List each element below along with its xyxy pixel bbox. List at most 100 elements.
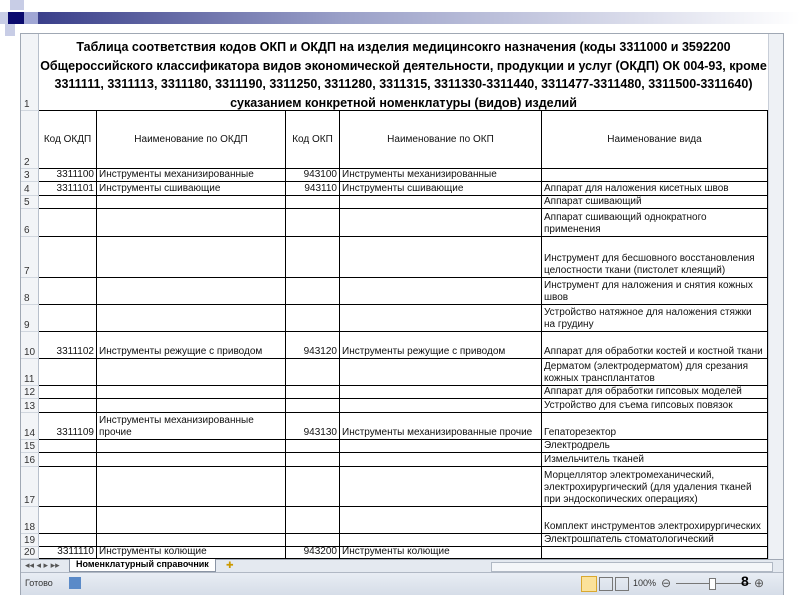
tab-nav-arrows-icon[interactable]: ◂◂ ◂ ▸ ▸▸ (25, 560, 60, 570)
zoom-in-icon[interactable]: ⊕ (754, 576, 765, 590)
row-header[interactable]: 12 (21, 386, 39, 399)
table-cell[interactable]: Инструменты механизированные (97, 169, 286, 182)
table-cell[interactable]: Измельчитель тканей (542, 453, 768, 467)
table-cell[interactable]: 943200 (286, 547, 340, 559)
row-header[interactable]: 5 (21, 196, 39, 209)
table-cell[interactable]: Аппарат для наложения кисетных швов (542, 182, 768, 196)
table-cell[interactable]: Дерматом (электродерматом) для срезания … (542, 359, 768, 386)
table-cell[interactable] (39, 507, 97, 534)
zoom-level[interactable]: 100% (633, 578, 657, 588)
table-cell[interactable] (340, 440, 542, 453)
row-header[interactable]: 16 (21, 453, 39, 467)
table-cell[interactable]: Инструменты сшивающие (97, 182, 286, 196)
table-cell[interactable] (340, 467, 542, 507)
table-cell[interactable] (286, 209, 340, 237)
normal-view-icon[interactable] (581, 576, 597, 592)
table-cell[interactable] (542, 547, 768, 559)
table-cell[interactable] (97, 305, 286, 332)
table-cell[interactable]: 943110 (286, 182, 340, 196)
table-cell[interactable] (286, 237, 340, 278)
table-cell[interactable] (286, 453, 340, 467)
table-cell[interactable] (340, 237, 542, 278)
row-header[interactable]: 11 (21, 359, 39, 386)
table-cell[interactable] (39, 278, 97, 305)
table-cell[interactable] (97, 359, 286, 386)
table-cell[interactable]: Инструменты колющие (340, 547, 542, 559)
table-cell[interactable] (286, 399, 340, 413)
table-cell[interactable] (97, 196, 286, 209)
table-cell[interactable]: 3311100 (39, 169, 97, 182)
table-cell[interactable]: Инструменты колющие (97, 547, 286, 559)
zoom-out-icon[interactable]: ⊖ (661, 576, 672, 590)
table-cell[interactable]: Электрошпатель стоматологический (542, 534, 768, 547)
page-layout-icon[interactable] (599, 577, 613, 591)
table-cell[interactable] (286, 467, 340, 507)
table-cell[interactable] (340, 305, 542, 332)
row-header[interactable]: 13 (21, 399, 39, 413)
column-header-cell[interactable]: Наименование по ОКДП (97, 111, 286, 169)
table-cell[interactable] (97, 440, 286, 453)
table-cell[interactable] (286, 386, 340, 399)
row-header[interactable]: 1 (21, 34, 39, 111)
table-cell[interactable] (542, 169, 768, 182)
row-header[interactable]: 8 (21, 278, 39, 305)
table-cell[interactable]: Инструменты механизированные прочие (97, 413, 286, 440)
row-header[interactable]: 10 (21, 332, 39, 359)
table-cell[interactable] (97, 386, 286, 399)
table-cell[interactable] (286, 278, 340, 305)
row-header[interactable]: 9 (21, 305, 39, 332)
table-cell[interactable] (286, 534, 340, 547)
table-cell[interactable]: Электродрель (542, 440, 768, 453)
table-cell[interactable]: Устройство натяжное для наложения стяжки… (542, 305, 768, 332)
vertical-scrollbar[interactable] (768, 34, 783, 559)
table-cell[interactable]: 943130 (286, 413, 340, 440)
column-header-cell[interactable]: Наименование по ОКП (340, 111, 542, 169)
spreadsheet[interactable]: 1 Таблица соответствия кодов ОКП и ОКДП … (20, 33, 784, 595)
table-cell[interactable]: Инструменты режущие с приводом (97, 332, 286, 359)
table-cell[interactable] (39, 453, 97, 467)
table-cell[interactable]: Устройство для съема гипсовых повязок (542, 399, 768, 413)
zoom-slider-thumb[interactable] (709, 578, 716, 590)
table-cell[interactable]: Инструмент для наложения и снятия кожных… (542, 278, 768, 305)
table-cell[interactable] (39, 399, 97, 413)
table-cell[interactable]: Аппарат сшивающий (542, 196, 768, 209)
table-cell[interactable] (340, 196, 542, 209)
table-cell[interactable] (340, 278, 542, 305)
macro-record-icon[interactable] (69, 577, 81, 589)
table-cell[interactable] (286, 507, 340, 534)
table-cell[interactable]: Морцеллятор электромеханический, электро… (542, 467, 768, 507)
table-cell[interactable] (97, 399, 286, 413)
table-cell[interactable]: Инструменты сшивающие (340, 182, 542, 196)
tab-nomenclature[interactable]: Номенклатурный справочник (69, 559, 216, 572)
table-cell[interactable] (39, 440, 97, 453)
table-cell[interactable] (340, 359, 542, 386)
table-cell[interactable] (340, 453, 542, 467)
table-cell[interactable]: Комплект инструментов электрохирургическ… (542, 507, 768, 534)
table-cell[interactable]: 3311110 (39, 547, 97, 559)
row-header[interactable]: 19 (21, 534, 39, 547)
table-cell[interactable] (39, 386, 97, 399)
table-cell[interactable]: Инструменты механизированные (340, 169, 542, 182)
table-cell[interactable] (97, 278, 286, 305)
row-header[interactable]: 15 (21, 440, 39, 453)
table-cell[interactable] (340, 507, 542, 534)
table-cell[interactable] (39, 196, 97, 209)
table-cell[interactable] (340, 534, 542, 547)
table-cell[interactable] (286, 440, 340, 453)
table-cell[interactable]: 3311109 (39, 413, 97, 440)
table-cell[interactable] (286, 305, 340, 332)
table-cell[interactable] (97, 453, 286, 467)
row-header[interactable]: 14 (21, 413, 39, 440)
table-cell[interactable] (39, 467, 97, 507)
table-cell[interactable]: Инструменты механизированные прочие (340, 413, 542, 440)
table-cell[interactable] (340, 209, 542, 237)
table-cell[interactable] (340, 386, 542, 399)
table-cell[interactable] (97, 507, 286, 534)
row-header[interactable]: 6 (21, 209, 39, 237)
table-cell[interactable]: Аппарат сшивающий однократного применени… (542, 209, 768, 237)
table-cell[interactable]: Гепаторезектор (542, 413, 768, 440)
table-cell[interactable]: Инструменты режущие с приводом (340, 332, 542, 359)
table-cell[interactable]: Инструмент для бесшовного восстановления… (542, 237, 768, 278)
column-header-cell[interactable]: Код ОКП (286, 111, 340, 169)
table-cell[interactable] (39, 359, 97, 386)
